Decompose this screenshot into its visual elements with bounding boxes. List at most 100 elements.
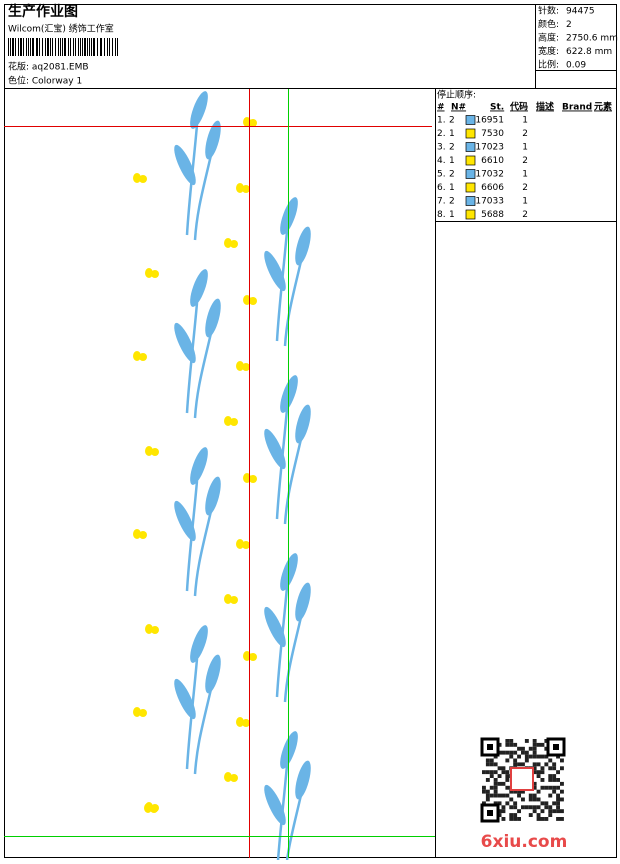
bar bbox=[8, 38, 9, 56]
butterfly bbox=[133, 173, 141, 183]
qr-cell bbox=[521, 789, 525, 794]
qr-cell bbox=[517, 762, 521, 767]
bar bbox=[58, 38, 59, 56]
bar bbox=[84, 38, 86, 56]
code: 1 bbox=[522, 197, 528, 207]
butterfly bbox=[145, 624, 153, 634]
qr-cell bbox=[501, 770, 506, 775]
qr-cell bbox=[528, 754, 533, 759]
info-value: 94475 bbox=[566, 7, 595, 17]
bar bbox=[100, 38, 102, 56]
bar bbox=[89, 38, 90, 56]
qr-cell bbox=[544, 805, 549, 810]
qr-cell bbox=[532, 805, 537, 810]
qr-cell bbox=[560, 797, 564, 802]
qr-cell bbox=[556, 770, 560, 775]
qr-cell bbox=[497, 781, 502, 786]
butterfly bbox=[133, 351, 141, 361]
qr-cell bbox=[540, 742, 545, 747]
bar bbox=[115, 38, 116, 56]
needle: 1 bbox=[449, 156, 455, 166]
qr-cell bbox=[544, 785, 549, 790]
row-no: 4. bbox=[437, 156, 446, 166]
qr-cell bbox=[540, 770, 545, 775]
qr-cell bbox=[517, 754, 521, 759]
leaf bbox=[295, 404, 311, 444]
bar bbox=[30, 38, 31, 56]
qr-cell bbox=[532, 750, 537, 755]
qr-cell bbox=[489, 758, 494, 763]
bar bbox=[104, 38, 105, 56]
qr-cell bbox=[532, 739, 537, 743]
qr-cell bbox=[540, 801, 545, 806]
butterfly bbox=[145, 446, 153, 456]
bar bbox=[15, 38, 16, 56]
qr-cell bbox=[501, 793, 506, 798]
qr-cell bbox=[556, 754, 560, 759]
qr-cell bbox=[497, 813, 502, 817]
qr-cell bbox=[513, 801, 518, 806]
qr-cell bbox=[556, 797, 560, 802]
qr-cell bbox=[548, 774, 553, 778]
stitches: 17033 bbox=[475, 197, 504, 207]
qr-cell bbox=[513, 750, 518, 755]
title: 生产作业图 bbox=[8, 3, 78, 20]
qr-cell bbox=[560, 809, 564, 814]
butterfly bbox=[224, 238, 232, 248]
qr-cell bbox=[556, 785, 560, 790]
column-header: N# bbox=[451, 103, 466, 113]
barcode bbox=[8, 38, 118, 56]
bar bbox=[109, 38, 110, 56]
leaf bbox=[264, 784, 286, 826]
code: 2 bbox=[522, 183, 528, 193]
bar bbox=[70, 38, 71, 56]
qr-code bbox=[480, 737, 566, 823]
qr-cell bbox=[540, 754, 545, 759]
qr-cell bbox=[540, 766, 545, 771]
qr-cell bbox=[536, 817, 541, 821]
qr-cell bbox=[517, 793, 521, 798]
qr-cell bbox=[513, 789, 518, 794]
needle: 1 bbox=[449, 183, 455, 193]
qr-cell bbox=[544, 739, 549, 743]
bar bbox=[50, 38, 51, 56]
leaf bbox=[295, 582, 311, 622]
needle: 2 bbox=[449, 116, 455, 126]
stem bbox=[185, 658, 199, 770]
leaf bbox=[174, 500, 196, 542]
qr-cell bbox=[505, 770, 510, 775]
design-file: 花版: aq2081.EMB bbox=[8, 61, 89, 73]
qr-cell bbox=[548, 813, 553, 817]
qr-cell bbox=[497, 809, 502, 814]
leaf bbox=[205, 298, 221, 338]
qr-cell bbox=[513, 758, 518, 763]
qr-cell bbox=[493, 770, 498, 775]
qr-cell bbox=[536, 789, 541, 794]
qr-cell bbox=[524, 754, 529, 759]
bar bbox=[10, 38, 11, 56]
qr-cell bbox=[513, 817, 518, 821]
qr-cell bbox=[493, 754, 498, 759]
stem bbox=[285, 794, 303, 864]
qr-cell bbox=[513, 742, 518, 747]
qr-cell bbox=[497, 766, 502, 771]
info-value: 622.8 mm bbox=[566, 47, 612, 57]
row-no: 2. bbox=[437, 129, 446, 139]
qr-cell bbox=[505, 785, 510, 790]
qr-cell bbox=[552, 774, 557, 778]
bar bbox=[82, 38, 83, 56]
bar bbox=[55, 38, 56, 56]
butterfly bbox=[224, 416, 232, 426]
bar bbox=[26, 38, 27, 56]
qr-cell bbox=[482, 770, 486, 775]
butterfly bbox=[139, 531, 147, 539]
qr-cell bbox=[485, 797, 490, 802]
leaf bbox=[190, 447, 208, 485]
qr-cell bbox=[544, 762, 549, 767]
needle: 2 bbox=[449, 170, 455, 180]
leaf bbox=[174, 322, 196, 364]
qr-finder bbox=[553, 744, 559, 750]
bar bbox=[117, 38, 118, 56]
qr-cell bbox=[528, 793, 533, 798]
qr-cell bbox=[489, 770, 494, 775]
